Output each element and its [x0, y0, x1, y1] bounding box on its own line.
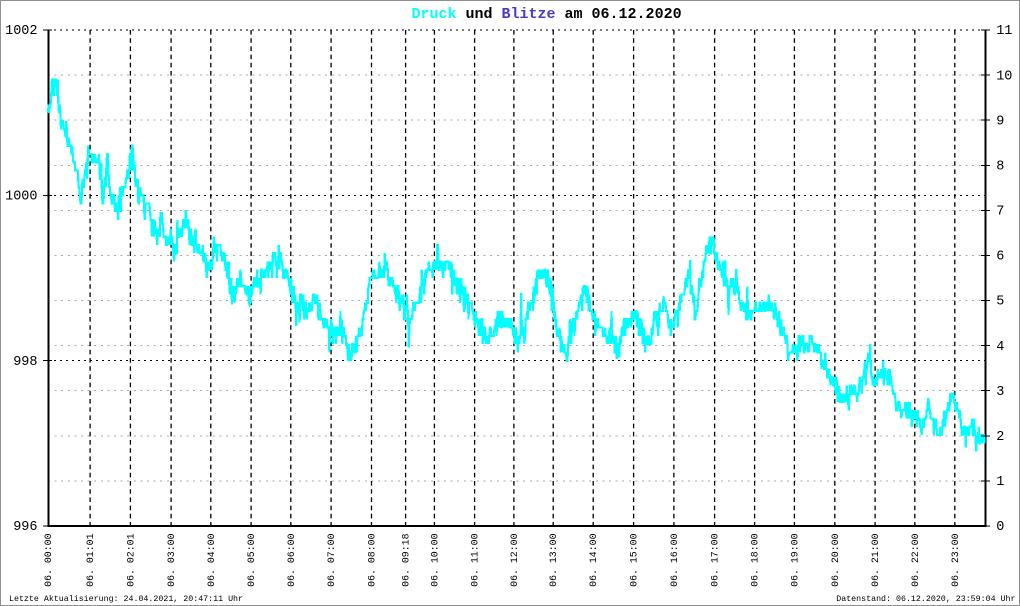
svg-text:5: 5 [996, 295, 1004, 310]
svg-text:06. 08:00: 06. 08:00 [367, 533, 378, 586]
svg-text:06. 02:01: 06. 02:01 [125, 533, 136, 586]
svg-text:06. 11:00: 06. 11:00 [470, 533, 481, 586]
svg-text:996: 996 [13, 520, 37, 535]
svg-text:06. 14:00: 06. 14:00 [588, 533, 599, 586]
svg-text:06. 06:00: 06. 06:00 [286, 533, 297, 586]
svg-text:9: 9 [996, 114, 1004, 129]
svg-text:06. 17:00: 06. 17:00 [710, 533, 721, 586]
svg-text:6: 6 [996, 250, 1004, 265]
svg-text:7: 7 [996, 205, 1004, 220]
svg-text:06. 18:00: 06. 18:00 [750, 533, 761, 586]
svg-text:1000: 1000 [5, 190, 37, 205]
svg-text:06. 10:00: 06. 10:00 [429, 533, 440, 586]
svg-text:3: 3 [996, 385, 1004, 400]
svg-text:998: 998 [13, 355, 37, 370]
svg-text:10: 10 [996, 69, 1012, 84]
svg-text:4: 4 [996, 340, 1004, 355]
svg-text:06. 09:18: 06. 09:18 [401, 533, 412, 586]
svg-text:Datenstand: 06.12.2020, 23:59:: Datenstand: 06.12.2020, 23:59:04 Uhr [836, 594, 1015, 604]
svg-text:06. 05:00: 06. 05:00 [246, 533, 257, 586]
svg-text:2: 2 [996, 430, 1004, 445]
svg-text:06. 01:01: 06. 01:01 [85, 533, 96, 586]
svg-text:06. 16:00: 06. 16:00 [669, 533, 680, 586]
svg-text:06. 07:00: 06. 07:00 [326, 533, 337, 586]
svg-text:06. 13:00: 06. 13:00 [548, 533, 559, 586]
svg-text:1: 1 [996, 475, 1004, 490]
svg-text:11: 11 [996, 24, 1012, 39]
svg-text:06. 20:00: 06. 20:00 [830, 533, 841, 586]
svg-text:0: 0 [996, 520, 1004, 535]
svg-text:06. 22:00: 06. 22:00 [910, 533, 921, 586]
svg-text:06. 19:00: 06. 19:00 [789, 533, 800, 586]
svg-text:Druck und Blitze am 06.12.2020: Druck und Blitze am 06.12.2020 [412, 6, 682, 23]
svg-text:06. 23:00: 06. 23:00 [950, 533, 961, 586]
svg-text:06. 15:00: 06. 15:00 [629, 533, 640, 586]
svg-text:06. 04:00: 06. 04:00 [206, 533, 217, 586]
svg-text:8: 8 [996, 160, 1004, 175]
svg-text:06. 12:00: 06. 12:00 [509, 533, 520, 586]
svg-text:1002: 1002 [5, 24, 37, 39]
svg-text:06. 21:00: 06. 21:00 [870, 533, 881, 586]
svg-text:Letzte Aktualisierung: 24.04.2: Letzte Aktualisierung: 24.04.2021, 20:47… [9, 594, 243, 604]
svg-text:06. 03:00: 06. 03:00 [166, 533, 177, 586]
svg-text:06. 00:00: 06. 00:00 [43, 533, 54, 586]
